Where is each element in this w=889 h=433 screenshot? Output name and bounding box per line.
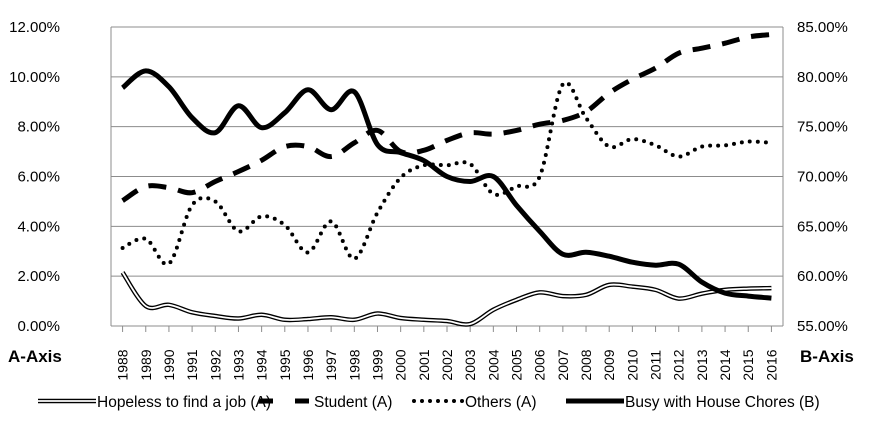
legend-label-busy-with-house-chores-b: Busy with House Chores (B) [625, 394, 820, 411]
x-tick-label: 2002 [439, 349, 455, 380]
x-tick-label: 1996 [300, 349, 316, 380]
x-tick-label: 1989 [138, 349, 154, 380]
x-tick-label: 2016 [763, 349, 779, 380]
x-tick-label: 2014 [717, 349, 733, 380]
x-tick-label: 1994 [254, 349, 270, 380]
x-tick-label: 2010 [624, 349, 640, 380]
right-axis-label: B-Axis [800, 347, 854, 366]
x-tick-label: 2013 [694, 349, 710, 380]
x-tick-label: 2009 [601, 349, 617, 380]
legend-label-hopeless-to-find-a-job-a: Hopeless to find a job (A) [97, 394, 271, 411]
gridlines [110, 26, 784, 332]
x-tick-label: 2008 [578, 349, 594, 380]
legend: Hopeless to find a job (A) Student (A) Oth… [38, 394, 820, 411]
series-line-student-a [121, 31, 772, 203]
x-tick-label: 2003 [462, 349, 478, 380]
x-tick-label: 2007 [555, 349, 571, 380]
right-tick-label: 55.00% [797, 318, 848, 335]
left-tick-label: 2.00% [17, 268, 60, 285]
right-tick-label: 75.00% [797, 119, 848, 136]
x-tick-label: 1997 [323, 349, 339, 380]
left-tick-label: 8.00% [17, 119, 60, 136]
left-tick-label: 10.00% [9, 69, 60, 86]
right-tick-label: 80.00% [797, 69, 848, 86]
x-tick-label: 1999 [369, 349, 385, 380]
right-axis-ticks: 55.00% 60.00% 65.00% 70.00% 75.00% 80.00% 85.0… [797, 19, 848, 335]
series-line-busy-with-house-chores-b [120, 68, 772, 301]
x-tick-label: 2006 [532, 349, 548, 380]
left-tick-label: 6.00% [17, 169, 60, 186]
x-tick-label: 1992 [207, 349, 223, 380]
right-tick-label: 60.00% [797, 268, 848, 285]
x-tick-label: 1995 [277, 349, 293, 380]
series-line-others-a [120, 80, 774, 267]
x-axis-ticks: 1988 1989 1990 1991 1992 1993 1994 1995 1996 1997… [115, 349, 780, 380]
x-tick-label: 2005 [509, 349, 525, 380]
legend-label-student-a: Student (A) [314, 394, 392, 411]
left-axis-label: A-Axis [8, 347, 62, 366]
x-tick-label: 1998 [346, 349, 362, 380]
x-tick-label: 1988 [115, 349, 131, 380]
left-tick-label: 12.00% [9, 19, 60, 36]
x-tick-label: 1991 [184, 349, 200, 380]
right-tick-label: 65.00% [797, 218, 848, 235]
series-line-hopeless-to-find-a-job-a [121, 271, 772, 326]
right-tick-label: 85.00% [797, 19, 848, 36]
left-tick-label: 4.00% [17, 218, 60, 235]
x-tick-label: 2001 [416, 349, 432, 380]
x-tick-label: 1990 [161, 349, 177, 380]
series-lines [120, 31, 774, 327]
left-axis-ticks: 0.00% 2.00% 4.00% 6.00% 8.00% 10.00% 12.00% [9, 19, 60, 335]
x-tick-label: 2004 [485, 349, 501, 380]
x-tick-label: 2012 [671, 349, 687, 380]
legend-label-others-a: Others (A) [465, 394, 536, 411]
left-tick-label: 0.00% [17, 318, 60, 335]
x-tick-label: 2015 [740, 349, 756, 380]
x-tick-label: 2011 [648, 350, 664, 380]
right-tick-label: 70.00% [797, 169, 848, 186]
x-tick-label: 1993 [230, 349, 246, 380]
x-tick-label: 2000 [393, 349, 409, 380]
